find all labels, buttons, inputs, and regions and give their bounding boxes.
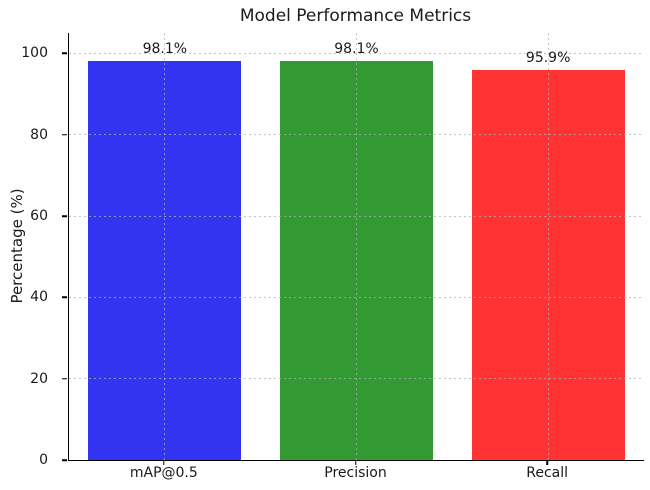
- y-tick-label: 80: [30, 126, 48, 143]
- y-tick-mark: [62, 52, 67, 55]
- x-tick-mark: [546, 460, 548, 465]
- gridline-vertical: [356, 33, 357, 460]
- y-tick-mark: [62, 215, 67, 217]
- y-tick-mark: [62, 296, 67, 299]
- x-tick-label: Precision: [324, 465, 387, 481]
- y-tick-label: 20: [30, 370, 48, 387]
- y-tick-mark: [62, 133, 67, 136]
- bar-value-label: 95.9%: [525, 50, 571, 66]
- y-tick-label: 0: [39, 452, 48, 468]
- y-tick-label: 40: [30, 289, 48, 306]
- y-tick-label: 100: [21, 45, 48, 62]
- bar-value-label: 98.1%: [334, 41, 379, 58]
- y-tick-label: 60: [30, 208, 48, 224]
- y-axis-tick-labels: 0 20 40 60 80 100: [0, 33, 60, 468]
- chart-title: Model Performance Metrics: [239, 6, 472, 26]
- gridline-vertical: [164, 33, 166, 460]
- y-tick-mark: [62, 459, 67, 461]
- y-tick-mark: [62, 377, 67, 380]
- gridline-vertical: [547, 33, 549, 460]
- x-tick-mark: [163, 460, 165, 465]
- x-tick-mark: [354, 460, 357, 465]
- plot-area: 98.1% 98.1% 95.9%: [68, 33, 644, 461]
- x-tick-label: Recall: [526, 465, 569, 481]
- x-axis-tick-labels: mAP@0.5 Precision Recall: [68, 465, 643, 487]
- x-tick-label: mAP@0.5: [129, 465, 198, 481]
- bar-value-label: 98.1%: [142, 41, 188, 58]
